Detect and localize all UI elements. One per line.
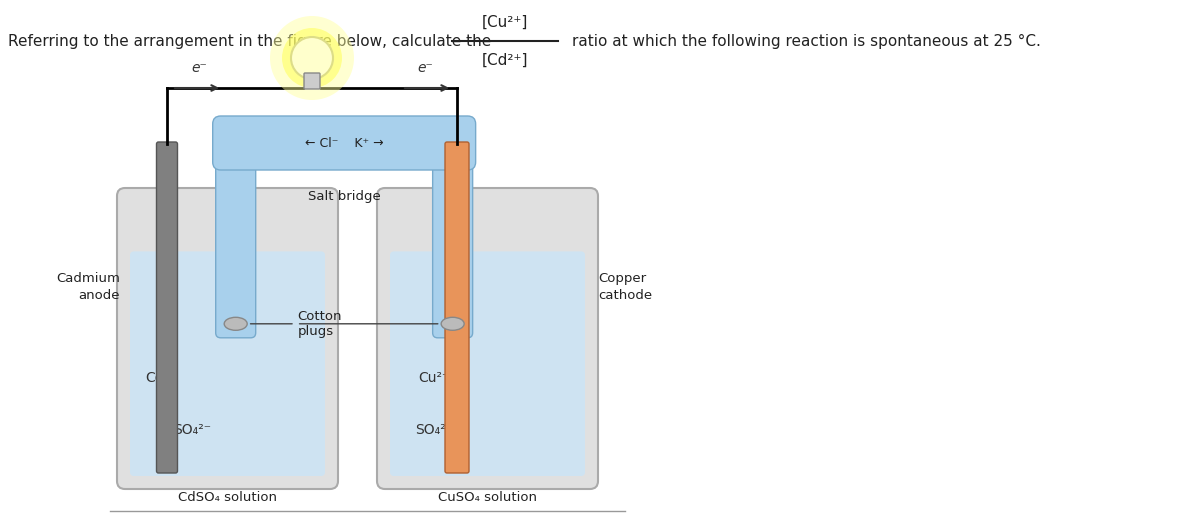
Text: Cadmium
anode: Cadmium anode	[56, 272, 120, 302]
Text: e⁻: e⁻	[191, 61, 206, 75]
Text: CuSO₄ solution: CuSO₄ solution	[438, 491, 538, 504]
FancyBboxPatch shape	[433, 150, 473, 338]
Text: Salt bridge: Salt bridge	[307, 190, 380, 203]
Text: [Cd²⁺]: [Cd²⁺]	[481, 52, 528, 67]
Text: CdSO₄ solution: CdSO₄ solution	[178, 491, 277, 504]
FancyBboxPatch shape	[216, 150, 256, 338]
Text: Copper
cathode: Copper cathode	[598, 272, 652, 302]
Text: Referring to the arrangement in the figure below, calculate the: Referring to the arrangement in the figu…	[8, 34, 491, 48]
FancyBboxPatch shape	[390, 251, 586, 476]
Text: e⁻: e⁻	[418, 61, 433, 75]
FancyBboxPatch shape	[445, 142, 469, 473]
Circle shape	[270, 16, 354, 100]
FancyBboxPatch shape	[156, 142, 178, 473]
Text: SO₄²⁻: SO₄²⁻	[173, 422, 211, 436]
FancyBboxPatch shape	[304, 73, 320, 89]
Text: [Cu²⁺]: [Cu²⁺]	[482, 15, 528, 30]
Text: Cotton
plugs: Cotton plugs	[251, 310, 342, 338]
Ellipse shape	[224, 317, 247, 330]
FancyBboxPatch shape	[118, 188, 338, 489]
Circle shape	[282, 28, 342, 88]
Text: Cu²⁺: Cu²⁺	[418, 372, 449, 386]
FancyBboxPatch shape	[212, 116, 475, 170]
Text: SO₄²⁻: SO₄²⁻	[415, 422, 454, 436]
Text: Cd²⁺: Cd²⁺	[145, 372, 176, 386]
Text: ← Cl⁻    K⁺ →: ← Cl⁻ K⁺ →	[305, 136, 384, 149]
Circle shape	[292, 37, 334, 79]
FancyBboxPatch shape	[130, 251, 325, 476]
Ellipse shape	[442, 317, 464, 330]
Text: ratio at which the following reaction is spontaneous at 25 °C.: ratio at which the following reaction is…	[572, 34, 1040, 48]
FancyBboxPatch shape	[377, 188, 598, 489]
